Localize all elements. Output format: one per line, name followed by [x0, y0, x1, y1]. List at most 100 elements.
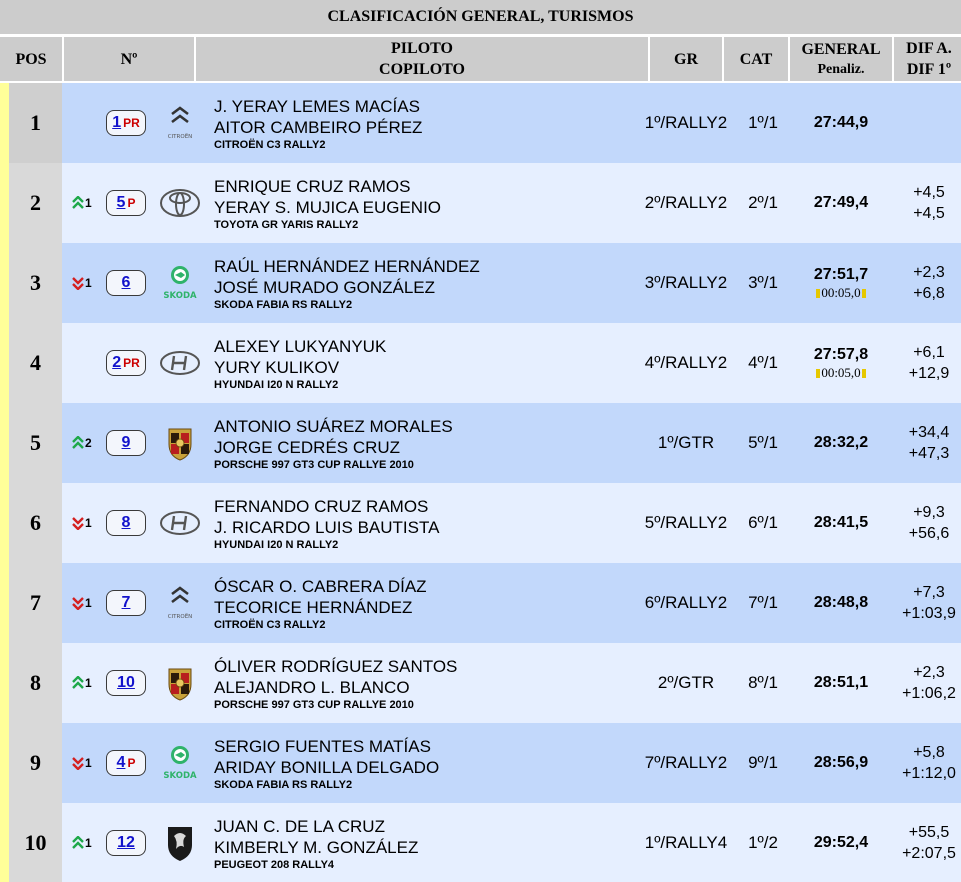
gap-cell: +2,3 +1:06,2 — [894, 643, 961, 723]
general-time-cell: 27:51,7 00:05,0 — [790, 243, 892, 323]
table-row: 10 1 12 JUAN C. DE LA CRUZ KIMBERLY M. GONZÁ… — [0, 803, 961, 882]
category-position: 9º/1 — [748, 753, 778, 772]
general-time: 28:56,9 — [813, 754, 869, 771]
category-position: 5º/1 — [748, 433, 778, 452]
codriver-name: JORGE CEDRÉS CRUZ — [214, 438, 401, 457]
driver-name: FERNANDO CRUZ RAMOS — [214, 497, 429, 516]
car-number-link[interactable]: 2 — [112, 354, 122, 371]
position-change: 1 — [72, 754, 92, 772]
car-number-button[interactable]: 12 — [106, 830, 146, 856]
general-time-cell: 28:56,9 — [790, 723, 892, 803]
codriver-name: JOSÉ MURADO GONZÁLEZ — [214, 278, 436, 297]
car-number-link[interactable]: 10 — [117, 674, 135, 691]
position-value: 9 — [9, 723, 62, 803]
car-number-link[interactable]: 5 — [116, 194, 126, 211]
gap-previous: +2,3 — [913, 264, 945, 281]
header-dif: DIF A. DIF 1º — [894, 37, 961, 81]
svg-text:CITROËN: CITROËN — [168, 133, 193, 140]
gap-cell: +4,5 +4,5 — [894, 163, 961, 243]
car-number-link[interactable]: 4 — [116, 754, 126, 771]
car-number-button[interactable]: 9 — [106, 430, 146, 456]
header-general: GENERAL Penaliz. — [790, 37, 892, 81]
gap-leader: +1:03,9 — [902, 605, 956, 622]
peugeot-logo-icon — [158, 823, 202, 863]
svg-text:CITROËN: CITROËN — [168, 613, 193, 620]
double-chevron-down-icon — [72, 596, 85, 610]
skoda-logo-icon: SKODA — [158, 743, 202, 783]
car-number-link[interactable]: 7 — [121, 594, 131, 611]
svg-text:SKODA: SKODA — [163, 771, 197, 781]
car-number-button[interactable]: 6 — [106, 270, 146, 296]
header-cat: CAT — [724, 37, 788, 81]
table-row: 4 2 PR ALEXEY LUKYANYUK YURY KULIKOV HYUNDAI … — [0, 323, 961, 403]
category-position: 4º/1 — [748, 353, 778, 372]
position-value: 6 — [9, 483, 62, 563]
car-model: PEUGEOT 208 RALLY4 — [214, 859, 335, 871]
double-chevron-up-icon — [72, 676, 85, 690]
position-change: 1 — [72, 514, 92, 532]
general-time-cell: 28:32,2 — [790, 403, 892, 483]
car-number-link[interactable]: 9 — [121, 434, 131, 451]
position-change: 1 — [72, 674, 92, 692]
car-number-button[interactable]: 2 PR — [106, 350, 146, 376]
priority-badge: PR — [123, 116, 140, 130]
position-change: 1 — [72, 834, 92, 852]
general-time: 28:51,1 — [813, 674, 869, 691]
header-gr: GR — [650, 37, 722, 81]
header-number: Nº — [64, 37, 194, 81]
header-pos: POS — [0, 37, 62, 81]
header-piloto-label: PILOTO — [391, 40, 453, 57]
position-value: 10 — [9, 803, 62, 882]
general-time: 28:32,2 — [813, 434, 869, 451]
penalty: 00:05,0 — [815, 365, 866, 381]
penalty-time: 00:05,0 — [821, 365, 861, 380]
group-position: 1º/GTR — [657, 433, 715, 452]
general-time-cell: 27:44,9 — [790, 83, 892, 163]
car-number-link[interactable]: 1 — [112, 114, 122, 131]
gap-leader: +47,3 — [908, 445, 950, 462]
category-position: 2º/1 — [748, 193, 778, 212]
table-row: 6 1 8 FERNANDO CRUZ RAMOS J. RICARDO LUIS BA… — [0, 483, 961, 563]
car-model: PORSCHE 997 GT3 CUP RALLYE 2010 — [214, 459, 414, 471]
car-number-button[interactable]: 10 — [106, 670, 146, 696]
position-change-value: 2 — [85, 436, 92, 450]
priority-badge: PR — [123, 356, 140, 370]
gap-leader: +6,8 — [913, 285, 945, 302]
gap-cell — [894, 83, 961, 163]
position-indicator-bar — [0, 803, 9, 882]
car-number-link[interactable]: 8 — [121, 514, 131, 531]
position-value: 5 — [9, 403, 62, 483]
double-chevron-down-icon — [72, 756, 85, 770]
gap-leader: +2:07,5 — [902, 845, 956, 862]
penalty-marker-icon — [861, 368, 866, 378]
header-gr-label: GR — [674, 50, 698, 68]
codriver-name: KIMBERLY M. GONZÁLEZ — [214, 838, 419, 857]
position-indicator-bar — [0, 403, 9, 483]
table-row: 1 1 PR CITROËN J. YERAY LEMES MACÍAS AITOR CA… — [0, 83, 961, 163]
position-value: 8 — [9, 643, 62, 723]
position-change: 1 — [72, 594, 92, 612]
car-number-button[interactable]: 7 — [106, 590, 146, 616]
codriver-name: J. RICARDO LUIS BAUTISTA — [214, 518, 440, 537]
double-chevron-down-icon — [72, 516, 85, 530]
skoda-logo-icon: SKODA — [158, 263, 202, 303]
general-time: 27:51,7 — [813, 266, 869, 283]
car-number-button[interactable]: 8 — [106, 510, 146, 536]
table-row: 7 1 7 CITROËN ÓSCAR O. CABRERA DÍAZ TECORICE … — [0, 563, 961, 643]
position-change-value: 1 — [85, 676, 92, 690]
car-number-link[interactable]: 12 — [117, 834, 135, 851]
driver-name: RAÚL HERNÁNDEZ HERNÁNDEZ — [214, 257, 480, 276]
header-general-label: GENERAL — [801, 40, 881, 58]
toyota-logo-icon — [158, 183, 202, 223]
car-number-button[interactable]: 1 PR — [106, 110, 146, 136]
position-change-value: 1 — [85, 276, 92, 290]
general-time-cell: 27:49,4 — [790, 163, 892, 243]
driver-name: ALEXEY LUKYANYUK — [214, 337, 387, 356]
car-number-link[interactable]: 6 — [121, 274, 131, 291]
gap-leader: +56,6 — [908, 525, 950, 542]
gap-cell: +6,1 +12,9 — [894, 323, 961, 403]
penalty-marker-icon — [816, 288, 821, 298]
hyundai-logo-icon — [158, 503, 202, 543]
